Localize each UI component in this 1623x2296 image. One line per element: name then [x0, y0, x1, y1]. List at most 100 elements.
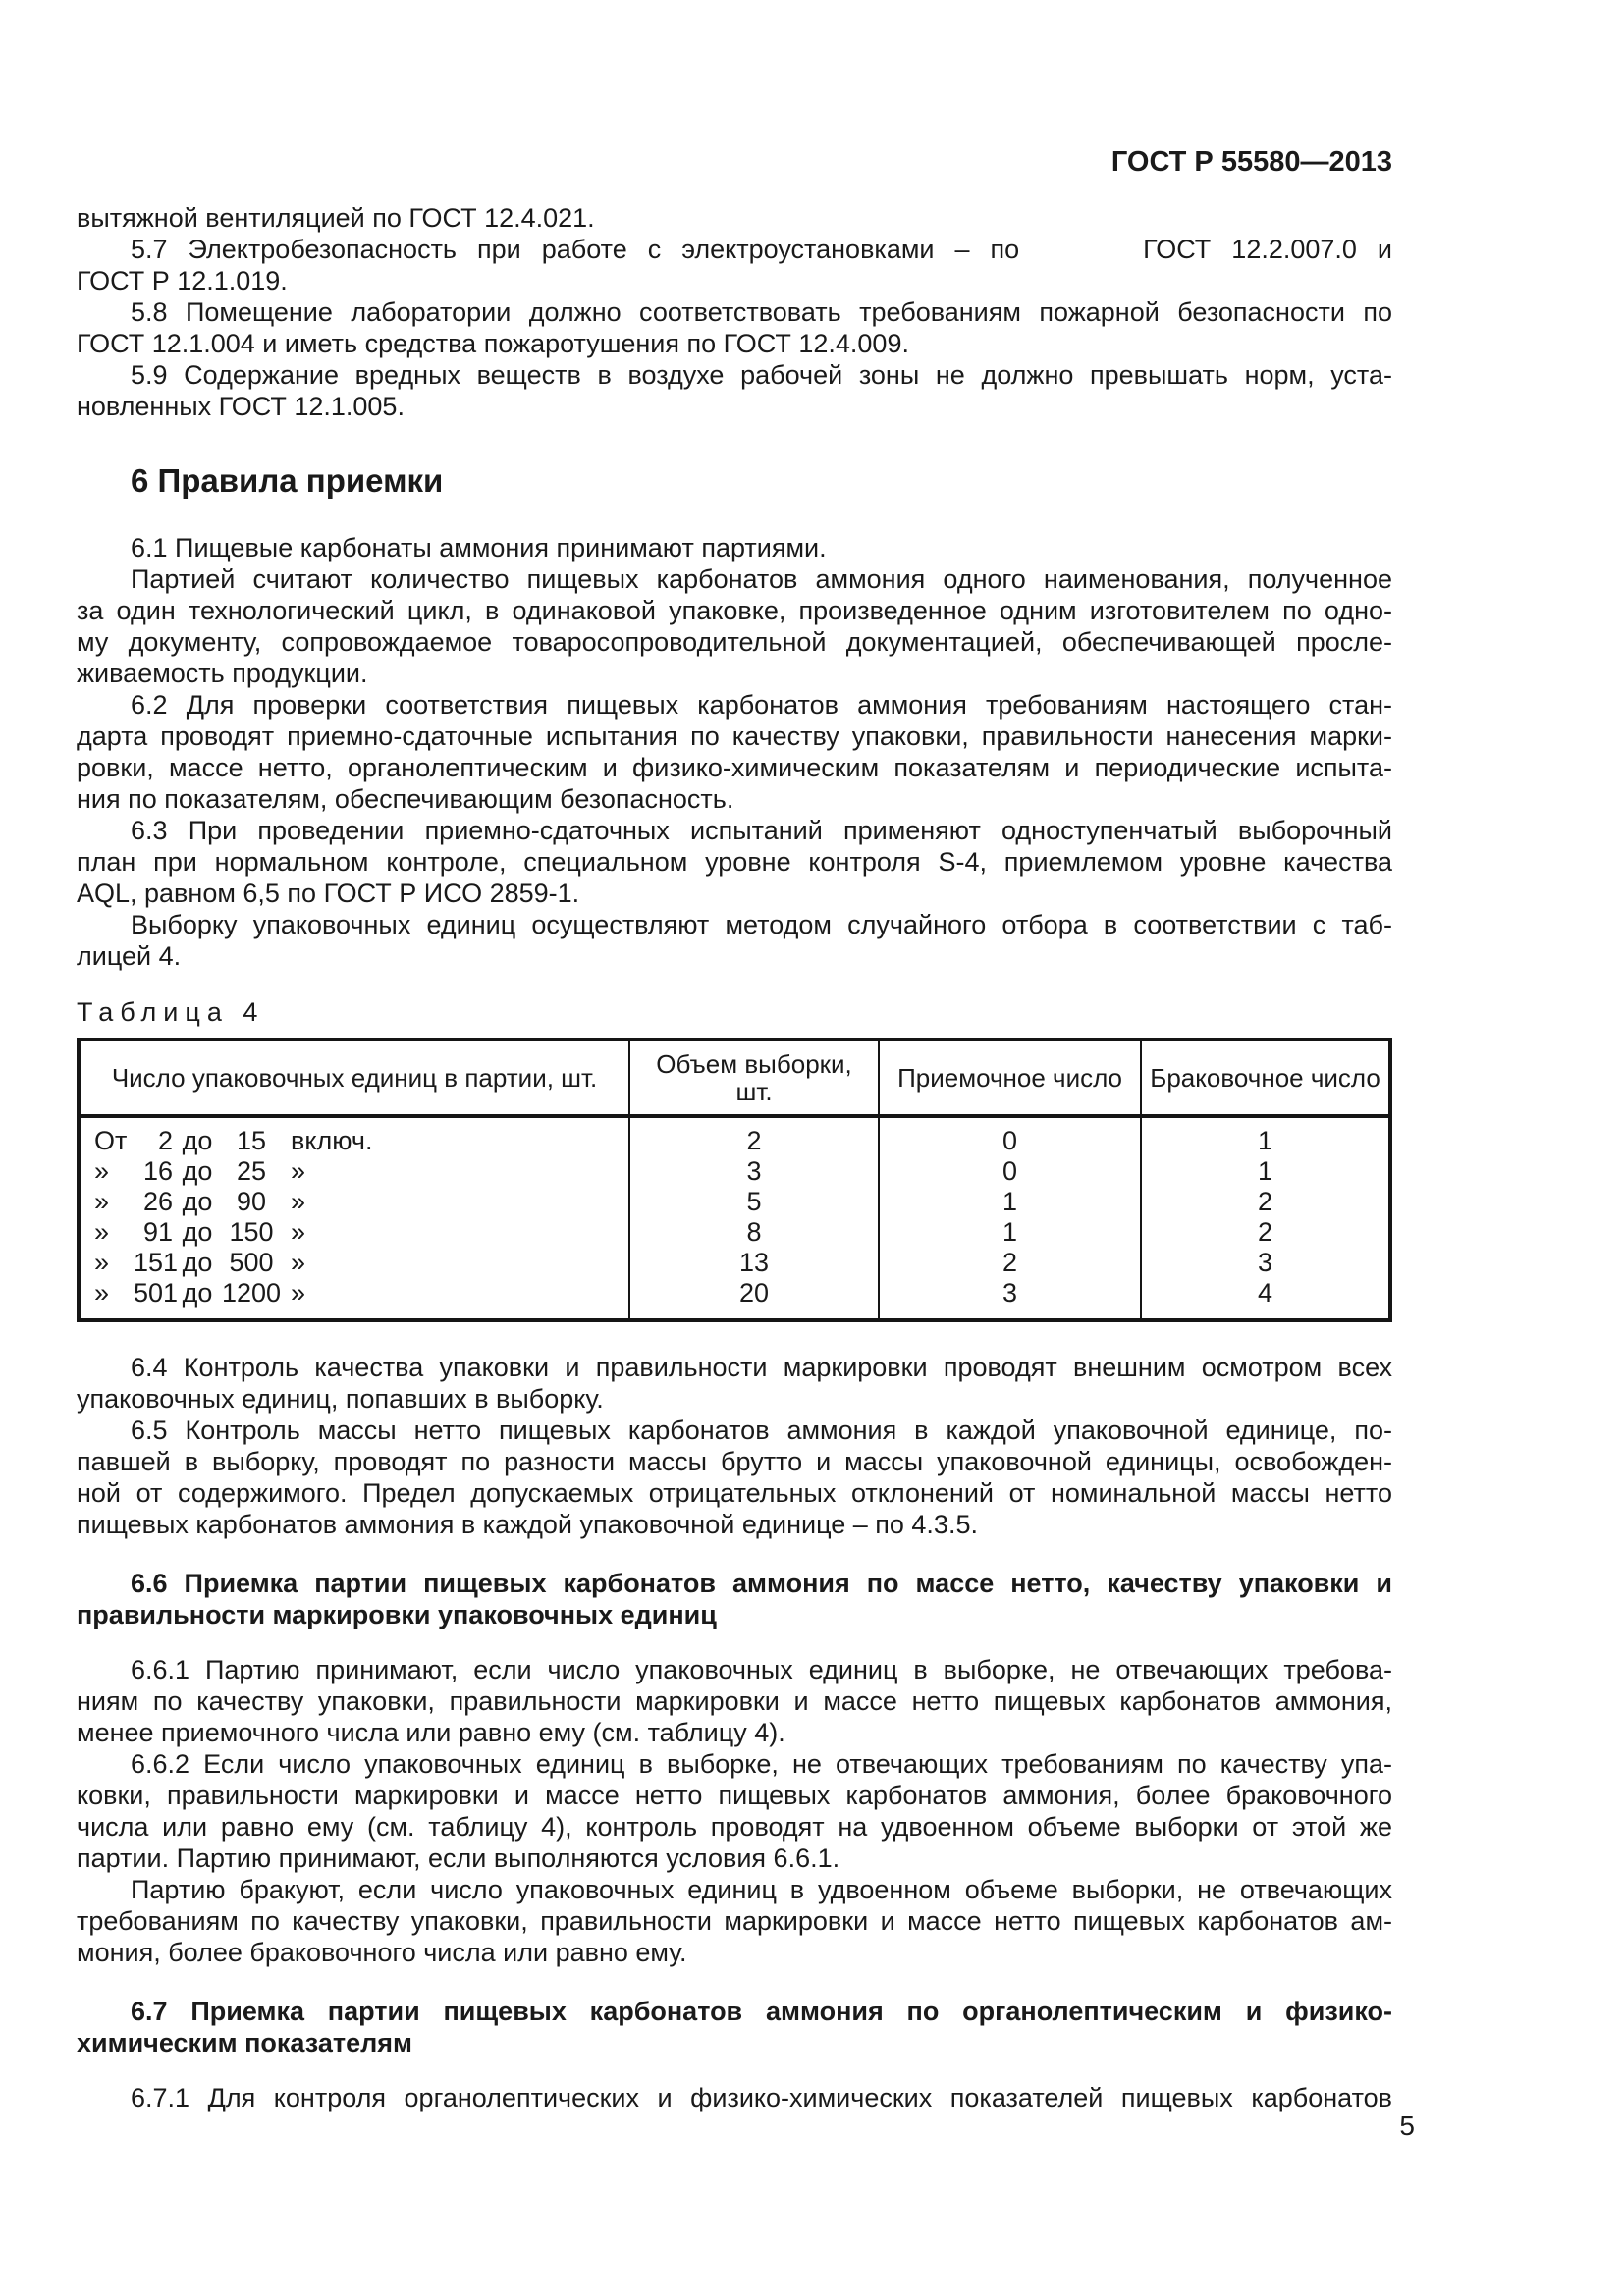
cell-acceptance-number: 0: [877, 1116, 1143, 1156]
table-row: » 501 до 1200 » 20 3 4: [77, 1278, 1391, 1320]
paragraph: 5.8 Помещение лаборатории должно соответ…: [77, 296, 1392, 359]
table-row: » 151 до 500 » 13 2 3: [77, 1248, 1391, 1278]
range-part: 91: [142, 1217, 173, 1247]
text-line: 5.9 Содержание вредных веществ в воздухе…: [131, 360, 1392, 390]
text-line: дарта проводят приемно-сдаточные испытан…: [77, 721, 1392, 751]
cell-rejection-number: 4: [1140, 1278, 1391, 1320]
cell-sample-size: 3: [628, 1156, 880, 1187]
text-line: AQL, равном 6,5 по ГОСТ Р ИСО 2859-1.: [77, 879, 580, 908]
range-part: 151: [134, 1248, 179, 1277]
acceptance-sampling-table: Число упаковочных единиц в партии, шт. Об…: [77, 1038, 1392, 1322]
text-line: упаковочных единиц, попавших в выборку.: [77, 1384, 604, 1414]
range-part: до: [182, 1187, 213, 1216]
range-part: включ.: [291, 1126, 373, 1155]
text-line: 5.7 Электробезопасность при работе с эле…: [131, 235, 1392, 264]
cell-acceptance-number: 0: [877, 1156, 1143, 1187]
cell-batch-range: » 501 до 1200 »: [77, 1278, 631, 1320]
table-row: » 91 до 150 » 8 1 2: [77, 1217, 1391, 1248]
text-line: 6.1 Пищевые карбонаты аммония принимают …: [131, 533, 827, 562]
range-part: 500: [229, 1248, 274, 1277]
range-part: 1200: [222, 1278, 282, 1308]
table-row: От 2 до 15 включ. 2 0 1: [77, 1116, 1391, 1156]
cell-acceptance-number: 1: [877, 1187, 1143, 1217]
text-line: павшей в выборку, проводят по разности м…: [77, 1447, 1392, 1476]
page-number: 5: [1399, 2110, 1415, 2141]
text-line: правильности маркировки упаковочных един…: [77, 1600, 717, 1629]
range-part: »: [291, 1248, 306, 1277]
range-part: »: [94, 1217, 110, 1247]
text-line: Выборку упаковочных единиц осуществляют …: [131, 910, 1392, 939]
paragraph: 6.6.1 Партию принимают, если число упако…: [77, 1654, 1392, 1748]
text-line: ровки, массе нетто, органолептическим и …: [77, 753, 1392, 782]
text-line: 6.4 Контроль качества упаковки и правиль…: [131, 1353, 1392, 1382]
text-line: 6.3 При проведении приемно-сдаточных исп…: [131, 816, 1392, 845]
cell-rejection-number: 1: [1140, 1116, 1391, 1156]
range-part: »: [94, 1248, 110, 1277]
cell-batch-range: От 2 до 15 включ.: [77, 1116, 631, 1156]
subsection-heading: 6.6 Приемка партии пищевых карбонатов ам…: [77, 1568, 1392, 1630]
text-line: 6.6.1 Партию принимают, если число упако…: [131, 1655, 1392, 1684]
cell-batch-range: » 26 до 90 »: [77, 1187, 631, 1217]
cell-sample-size: 5: [628, 1187, 880, 1217]
range-part: »: [94, 1278, 110, 1308]
paragraph: Партию бракуют, если число упаковочных е…: [77, 1874, 1392, 1968]
paragraph: Выборку упаковочных единиц осуществляют …: [77, 909, 1392, 972]
text-line: му документу, сопровождаемое товаросопро…: [77, 627, 1392, 657]
text-line: 5.8 Помещение лаборатории должно соответ…: [131, 297, 1392, 327]
table-label: Таблица 4: [77, 997, 265, 1027]
text-line: ния по показателям, обеспечивающим безоп…: [77, 784, 734, 814]
text-line: требованиям по качеству упаковки, правил…: [77, 1906, 1392, 1936]
text-line: 6.7.1 Для контроля органолептических и ф…: [131, 2083, 1392, 2112]
subsection-heading: 6.7 Приемка партии пищевых карбонатов ам…: [77, 1996, 1392, 2058]
range-part: »: [291, 1187, 306, 1216]
range-part: 16: [142, 1156, 173, 1186]
text-line: живаемость продукции.: [77, 659, 368, 688]
cell-rejection-number: 3: [1140, 1248, 1391, 1278]
cell-batch-range: » 151 до 500 »: [77, 1248, 631, 1278]
text-line: ниям по качеству упаковки, правильности …: [77, 1686, 1392, 1716]
page-header: ГОСТ Р 55580—2013: [77, 147, 1392, 177]
range-part: 150: [229, 1217, 274, 1247]
text-line: числа или равно ему (см. таблицу 4), кон…: [77, 1812, 1392, 1842]
range-part: 2: [157, 1126, 173, 1155]
content-area: ГОСТ Р 55580—2013 вытяжной вентиляцией п…: [77, 147, 1392, 2113]
text-line: химическим показателям: [77, 2028, 412, 2057]
text-line: вытяжной вентиляцией по ГОСТ 12.4.021.: [77, 203, 595, 233]
text-line: за один технологический цикл, в одинаков…: [77, 596, 1392, 625]
range-part: до: [182, 1156, 213, 1186]
range-part: »: [94, 1187, 110, 1216]
table-row: » 26 до 90 » 5 1 2: [77, 1187, 1391, 1217]
cell-rejection-number: 1: [1140, 1156, 1391, 1187]
paragraph: 6.1 Пищевые карбонаты аммония принимают …: [77, 532, 1392, 563]
cell-acceptance-number: 2: [877, 1248, 1143, 1278]
cell-acceptance-number: 3: [877, 1278, 1143, 1320]
cell-rejection-number: 2: [1140, 1217, 1391, 1248]
text-line: 6.6 Приемка партии пищевых карбонатов ам…: [131, 1569, 1392, 1598]
column-header: Браковочное число: [1140, 1038, 1391, 1118]
text-line: партии. Партию принимают, если выполняют…: [77, 1843, 840, 1873]
range-part: »: [291, 1217, 306, 1247]
range-part: до: [182, 1126, 213, 1155]
paragraph: Партией считают количество пищевых карбо…: [77, 563, 1392, 689]
range-part: »: [291, 1278, 306, 1308]
cell-sample-size: 13: [628, 1248, 880, 1278]
paragraph: 5.9 Содержание вредных веществ в воздухе…: [77, 359, 1392, 422]
text-line: мония, более браковочного числа или равн…: [77, 1938, 687, 1967]
text-line: менее приемочного числа или равно ему (с…: [77, 1718, 785, 1747]
paragraph: 5.7 Электробезопасность при работе с эле…: [77, 234, 1392, 296]
table-header-row: Число упаковочных единиц в партии, шт. Об…: [77, 1038, 1391, 1118]
paragraph: 6.7.1 Для контроля органолептических и ф…: [77, 2082, 1392, 2113]
range-part: 501: [134, 1278, 179, 1308]
paragraph: 6.5 Контроль массы нетто пищевых карбона…: [77, 1415, 1392, 1540]
cell-batch-range: » 91 до 150 »: [77, 1217, 631, 1248]
paragraph: вытяжной вентиляцией по ГОСТ 12.4.021.: [77, 202, 1392, 234]
paragraph: 6.4 Контроль качества упаковки и правиль…: [77, 1352, 1392, 1415]
range-part: »: [94, 1156, 110, 1186]
text-line: 6.5 Контроль массы нетто пищевых карбона…: [131, 1415, 1392, 1445]
paragraph: 6.3 При проведении приемно-сдаточных исп…: [77, 815, 1392, 909]
text-line: Партией считают количество пищевых карбо…: [131, 564, 1392, 594]
range-part: до: [182, 1248, 213, 1277]
column-header: Число упаковочных единиц в партии, шт.: [77, 1038, 631, 1118]
content: вытяжной вентиляцией по ГОСТ 12.4.021. 5.…: [77, 202, 1392, 2113]
